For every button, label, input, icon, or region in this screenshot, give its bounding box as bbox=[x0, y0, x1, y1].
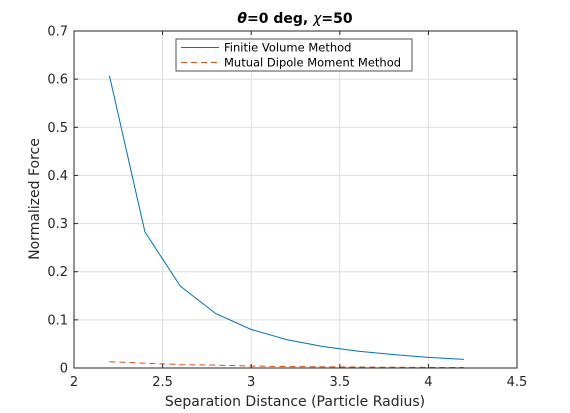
y-tick-label: 0.2 bbox=[47, 265, 68, 280]
x-tick-label: 4 bbox=[424, 375, 432, 390]
x-tick-label: 2.5 bbox=[152, 375, 173, 390]
legend: Finitie Volume Method Mutual Dipole Mome… bbox=[175, 38, 413, 72]
series-lines bbox=[108, 75, 464, 369]
legend-label-mutual-dipole: Mutual Dipole Moment Method bbox=[224, 56, 401, 70]
x-tick-label: 2 bbox=[70, 375, 78, 390]
y-tick-label: 0.3 bbox=[47, 217, 68, 232]
x-axis-label: Separation Distance (Particle Radius) bbox=[165, 394, 425, 410]
ticks: 2 2.5 3 3.5 4 4.5 0 0.1 0.2 0.3 0.4 0.5 0.6 0.7 bbox=[47, 25, 527, 391]
y-tick-label: 0.7 bbox=[47, 25, 68, 40]
series-line-finite-volume bbox=[108, 75, 464, 360]
legend-box bbox=[175, 38, 413, 72]
x-tick-label: 3.5 bbox=[329, 375, 350, 390]
y-tick-label: 0.1 bbox=[47, 313, 68, 328]
y-tick-label: 0.6 bbox=[47, 73, 68, 88]
title-symbol-theta: θ bbox=[237, 11, 247, 27]
y-tick-label: 0 bbox=[60, 362, 68, 377]
legend-label-finite-volume: Finitie Volume Method bbox=[224, 41, 351, 55]
y-tick-label: 0.5 bbox=[47, 121, 68, 136]
x-tick-label: 4.5 bbox=[507, 375, 528, 390]
plot-area bbox=[74, 31, 517, 368]
title-part-1: =0 deg, bbox=[247, 11, 313, 27]
y-tick-label: 0.4 bbox=[47, 169, 68, 184]
title-part-2: =50 bbox=[321, 11, 352, 27]
y-axis-label: Normalized Force bbox=[27, 138, 43, 260]
chart-title: θ=0 deg, χ=50 bbox=[237, 11, 352, 27]
plot-frame bbox=[73, 30, 518, 369]
series-line-mutual-dipole bbox=[109, 361, 464, 369]
title-symbol-chi: χ bbox=[312, 11, 322, 27]
x-tick-label: 3 bbox=[247, 375, 255, 390]
